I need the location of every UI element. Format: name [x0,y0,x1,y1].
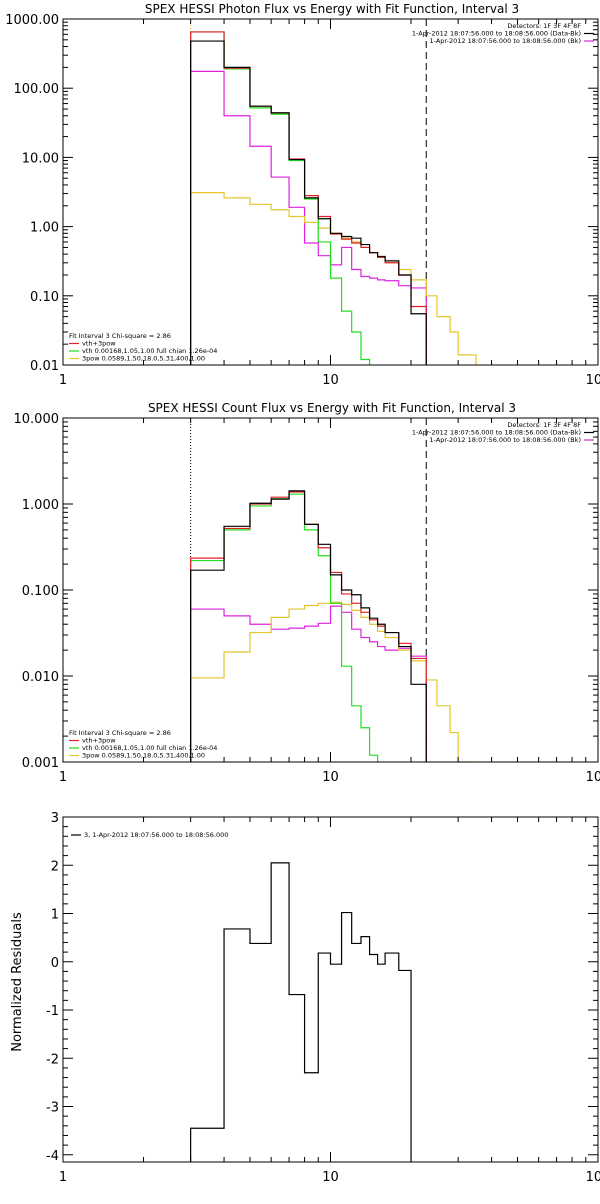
count-flux-y-tick-label: 10.000 [14,412,60,427]
count-flux-series-pow [191,602,476,767]
count-flux-series-total [191,491,427,767]
count-flux-y-tick-label: 0.100 [22,584,59,599]
photon-flux-y-tick-label: 1.00 [30,221,59,236]
count-flux-x-tick-label: 1 [59,770,67,785]
count-flux-plot-area [191,418,476,767]
residuals-x-tick-label: 100 [586,1170,600,1185]
residuals-y-tick-label: -4 [46,1149,59,1164]
residuals-x-tick-label: 10 [322,1170,339,1185]
count-flux-series-vth [191,494,378,767]
count-flux-y-tick-label: 0.010 [22,670,59,685]
photon-flux-y-tick-label: 10.00 [22,151,59,166]
photon-flux-title: SPEX HESSI Photon Flux vs Energy with Fi… [145,2,519,16]
count-flux-y-tick-label: 1.000 [22,498,59,513]
photon-flux-plot-area [191,19,476,370]
residuals-y-tick-label: 2 [51,859,59,874]
photon-flux-axes-frame [63,19,598,365]
count-flux-y-tick-label: 0.001 [22,756,59,771]
photon-flux-y-tick-label: 0.01 [30,359,59,374]
residuals-y-tick-label: 0 [51,956,59,971]
residuals-plot-area [191,863,411,1162]
photon-flux-y-tick-label: 1000.00 [5,13,59,28]
count-flux-title: SPEX HESSI Count Flux vs Energy with Fit… [148,401,516,415]
residuals-y-tick-label: -3 [46,1101,59,1116]
residuals-panel: Normalized Residuals 1101003210-1-2-3-43… [10,811,600,1185]
residuals-x-tick-label: 1 [59,1170,67,1185]
residuals-axes-frame [63,817,598,1162]
photon-flux-x-tick-label: 100 [586,373,600,388]
count-flux-x-tick-label: 100 [586,770,600,785]
count-flux-x-tick-label: 10 [322,770,339,785]
photon-flux-series-fit [191,32,427,370]
photon-flux-x-tick-label: 10 [322,373,339,388]
photon-flux-fit-legend-text: 3pow 0.0589,1.50,18.0,5.31,400,1.00 [82,355,205,363]
residuals-series-total [191,863,411,1162]
residuals-y-tick-label: -2 [46,1052,59,1067]
residuals-y-tick-label: 3 [51,811,59,826]
count-flux-fit-legend-text: 3pow 0.0589,1.50,18.0,5.31,400,1.00 [82,752,205,760]
residuals-legend-text: 3, 1-Apr-2012 18:07:56.000 to 18:08:56.0… [84,831,228,839]
count-flux-legend-text: 1-Apr-2012 18:07:56.000 to 18:08:56.000 … [430,436,581,444]
photon-flux-series-vth [191,32,370,370]
photon-flux-series-bk [191,71,427,370]
residuals-y-tick-label: 1 [51,908,59,923]
photon-flux-legend-text: 1-Apr-2012 18:07:56.000 to 18:08:56.000 … [430,37,581,45]
photon-flux-y-tick-label: 100.00 [14,82,60,97]
photon-flux-y-tick-label: 0.10 [30,290,59,305]
photon-flux-series-pow [191,193,476,370]
count-flux-series-bk [191,606,427,767]
count-flux-series-fit [191,492,427,767]
photon-flux-panel: SPEX HESSI Photon Flux vs Energy with Fi… [5,2,600,388]
residuals-y-tick-label: -1 [46,1004,59,1019]
photon-flux-x-tick-label: 1 [59,373,67,388]
count-flux-panel: SPEX HESSI Count Flux vs Energy with Fit… [14,401,600,785]
residuals-y-axis-label: Normalized Residuals [10,912,25,1052]
photon-flux-series-total [191,41,427,370]
